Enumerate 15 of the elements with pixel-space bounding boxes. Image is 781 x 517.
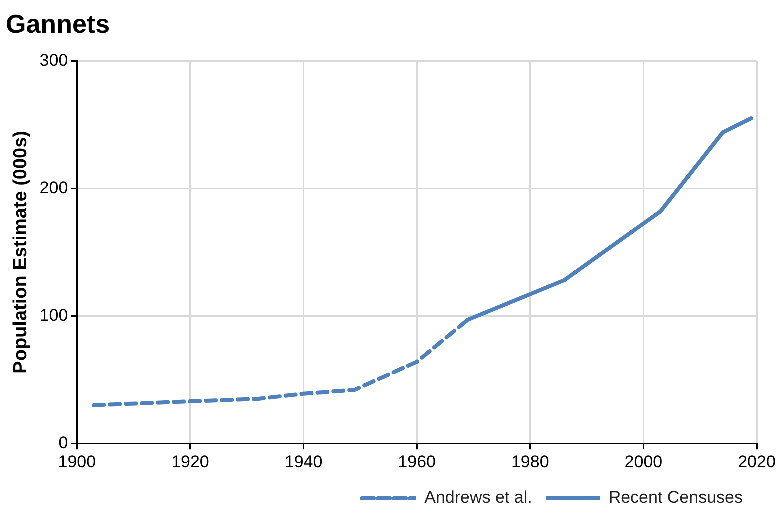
- x-tick-label: 2000: [624, 452, 663, 472]
- y-tick-label: 200: [40, 178, 68, 198]
- legend-label: Recent Censuses: [608, 488, 744, 508]
- y-tick-label: 100: [40, 306, 68, 325]
- legend-label: Andrews et al.: [424, 488, 532, 508]
- x-tick-label: 1900: [58, 452, 96, 472]
- x-tick-label: 1960: [398, 452, 436, 472]
- y-tick-label: 0: [58, 433, 68, 452]
- chart-title: Gannets: [6, 8, 110, 39]
- y-tick-label: 300: [40, 50, 68, 70]
- x-tick-label: 1980: [511, 452, 550, 472]
- x-tick-label: 2020: [738, 452, 776, 472]
- y-axis-title: Population Estimate (000s): [10, 130, 32, 374]
- x-tick-label: 1920: [172, 452, 210, 472]
- x-tick-label: 1940: [284, 452, 323, 472]
